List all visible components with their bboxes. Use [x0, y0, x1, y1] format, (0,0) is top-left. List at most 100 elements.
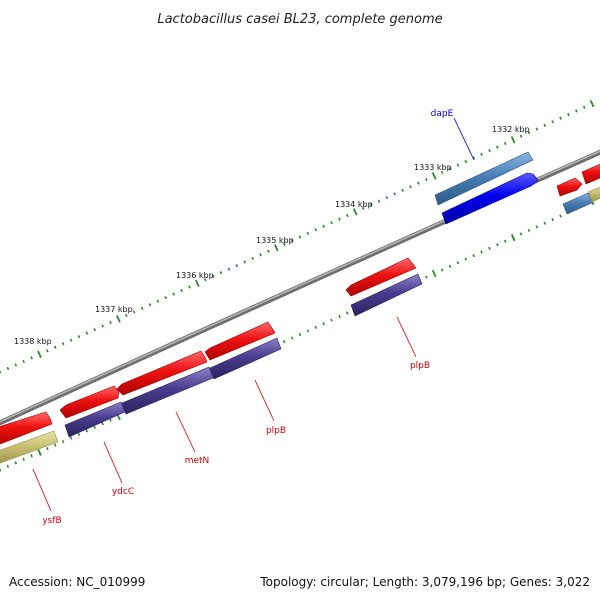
gene-feature-metN-lower[interactable]	[121, 366, 214, 415]
tick-inner-68	[535, 225, 539, 229]
gene-feature-edge-red-1[interactable]	[556, 177, 583, 197]
tick-outer-16	[125, 313, 128, 318]
tick-inner-2	[14, 461, 18, 465]
tick-inner-12	[93, 425, 97, 429]
tick-outer-43	[338, 217, 341, 221]
tick-outer-23	[180, 288, 183, 293]
gene-feature-metN-upper[interactable]	[116, 350, 208, 396]
tick-inner-5	[37, 448, 42, 456]
leader-line-ydcC	[103, 441, 123, 484]
tick-outer-56	[440, 170, 444, 174]
tick-label-1334: 1334 kbp	[335, 200, 373, 209]
tick-inner-43	[338, 314, 341, 319]
tick-outer-12	[93, 327, 97, 332]
tick-outer-51	[401, 188, 404, 192]
tick-outer-64	[503, 141, 507, 146]
tick-outer-34	[267, 249, 270, 253]
tick-outer-71	[559, 116, 562, 120]
gene-feature-ysfB-upper[interactable]	[0, 411, 53, 446]
tick-inner-11	[85, 429, 89, 433]
tick-inner-4	[30, 454, 33, 458]
tick-outer-15	[116, 315, 121, 323]
tick-inner-14	[109, 418, 112, 422]
tick-outer-37	[290, 238, 294, 243]
gene-feature-edge-steel[interactable]	[562, 192, 593, 215]
tick-inner-61	[480, 250, 483, 254]
gene-feature-plpB-right-upper[interactable]	[345, 257, 417, 297]
gene-feature-ydcC-lower[interactable]	[64, 401, 126, 438]
tick-outer-63	[496, 145, 499, 149]
tick-label-1335: 1335 kbp	[256, 236, 294, 245]
tick-outer-35	[274, 244, 279, 252]
tick-outer-61	[480, 152, 483, 156]
tick-outer-27	[211, 274, 215, 278]
tick-label-1338: 1338 kbp	[14, 337, 52, 346]
tick-outer-2	[14, 363, 18, 367]
footer-accession: Accession: NC_010999	[9, 575, 145, 589]
leader-line-plpB-right	[396, 316, 417, 358]
tick-outer-17	[132, 310, 136, 314]
gene-label-plpB-right[interactable]: plpB	[410, 361, 430, 371]
gene-feature-dapE-upper[interactable]	[434, 151, 534, 206]
gene-feature-plpB-left-lower[interactable]	[209, 337, 282, 380]
gene-label-ydcC[interactable]: ydcC	[112, 487, 134, 497]
tick-inner-41	[322, 322, 325, 326]
tick-inner-37	[290, 336, 294, 340]
tick-inner-69	[543, 221, 547, 225]
tick-outer-47	[369, 203, 373, 207]
tick-label-1336: 1336 kbp	[176, 271, 214, 280]
gene-feature-ydcC-upper[interactable]	[59, 385, 120, 419]
tick-outer-75	[589, 99, 595, 108]
tick-label-1332: 1332 kbp	[492, 125, 530, 134]
tick-outer-41	[322, 224, 325, 228]
tick-inner-60	[472, 253, 475, 258]
map-title: Lactobacillus casei BL23, complete genom…	[157, 12, 442, 27]
tick-outer-30	[235, 263, 239, 268]
tick-outer-18	[140, 306, 144, 310]
gene-label-plpB-left[interactable]: plpB	[266, 426, 286, 436]
tick-outer-40	[314, 228, 318, 232]
gene-label-metN[interactable]: metN	[185, 456, 210, 466]
tick-inner-9	[69, 436, 73, 440]
gene-label-dapE[interactable]: dapE	[431, 109, 454, 119]
tick-outer-29	[227, 267, 231, 271]
tick-inner-67	[527, 228, 531, 233]
tick-marks-inner	[0, 197, 595, 472]
tick-outer-44	[346, 213, 349, 218]
tick-inner-1	[6, 464, 10, 469]
gene-feature-plpB-left-upper[interactable]	[204, 321, 276, 361]
tick-outer-11	[85, 331, 89, 335]
tick-outer-65	[510, 136, 516, 144]
gene-label-ysfB[interactable]: ysfB	[42, 516, 61, 526]
tick-outer-13	[101, 324, 104, 328]
tick-outer-14	[109, 320, 112, 325]
leader-line-ysfB	[32, 468, 52, 512]
tick-outer-52	[409, 185, 412, 189]
gene-feature-plpB-right-lower[interactable]	[350, 273, 423, 317]
tick-outer-32	[251, 256, 254, 261]
tick-outer-4	[30, 356, 33, 360]
tick-outer-33	[259, 253, 262, 257]
tick-outer-3	[22, 359, 25, 364]
leader-line-plpB-left	[254, 379, 275, 422]
tick-outer-7	[53, 345, 57, 349]
tick-outer-66	[519, 134, 523, 138]
tick-marks-outer	[0, 99, 595, 374]
tick-outer-6	[46, 349, 49, 353]
tick-outer-22	[172, 292, 175, 296]
tick-inner-71	[559, 214, 562, 218]
tick-outer-0	[0, 370, 2, 374]
tick-outer-20	[156, 299, 160, 303]
footer-summary: Topology: circular; Length: 3,079,196 bp…	[259, 575, 590, 589]
gene-feature-edge-olive[interactable]	[587, 185, 600, 203]
tick-outer-73	[575, 109, 578, 113]
tick-outer-19	[148, 303, 152, 307]
gene-feature-ysfB-lower[interactable]	[0, 430, 59, 465]
gene-feature-edge-red-2[interactable]	[581, 162, 600, 185]
gene-feature-dapE-lower[interactable]	[441, 172, 539, 225]
tick-inner-44	[346, 311, 349, 315]
tick-outer-53	[417, 181, 420, 185]
tick-inner-57	[448, 264, 452, 268]
tick-inner-59	[464, 257, 468, 261]
